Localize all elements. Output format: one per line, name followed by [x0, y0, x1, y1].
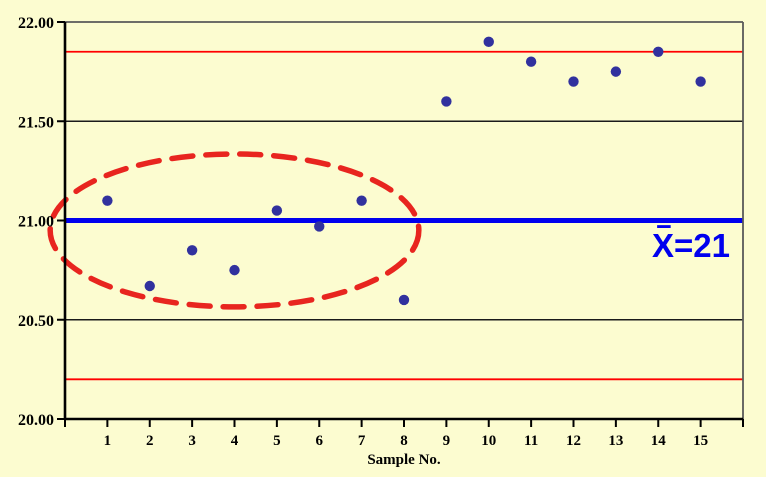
highlight-ellipse — [47, 151, 422, 310]
data-point — [314, 221, 325, 232]
x-tick-label: 5 — [273, 433, 281, 449]
y-tick-label: 21.50 — [18, 114, 54, 131]
x-tick-label: 10 — [481, 433, 496, 449]
x-tick-label: 8 — [400, 433, 408, 449]
y-tick-label: 22.00 — [18, 15, 54, 32]
x-symbol: X — [652, 227, 675, 264]
y-tick-label: 21.00 — [18, 214, 54, 231]
y-tick-label: 20.50 — [18, 313, 54, 330]
x-tick-label: 1 — [104, 433, 112, 449]
data-point — [356, 195, 367, 206]
x-tick-label: 14 — [651, 433, 667, 449]
center-line-value: =21 — [674, 227, 730, 264]
x-double-bar-symbol: = X — [652, 210, 675, 264]
data-point — [398, 294, 410, 306]
data-point — [610, 66, 622, 77]
double-bar-icon: = — [656, 208, 672, 238]
data-point — [568, 76, 579, 87]
data-point — [271, 205, 283, 216]
x-axis-title: Sample No. — [367, 452, 441, 468]
data-point — [695, 76, 706, 87]
data-point — [483, 36, 494, 48]
x-tick-label: 3 — [188, 433, 196, 449]
x-tick-label: 12 — [566, 433, 581, 449]
x-tick-label: 4 — [231, 433, 239, 449]
data-point — [186, 245, 198, 256]
x-tick-label: 11 — [524, 433, 538, 449]
x-tick-label: 7 — [358, 433, 366, 449]
data-point — [525, 56, 537, 67]
center-line-annotation: = X=21 — [652, 210, 730, 264]
x-tick-label: 15 — [693, 433, 708, 449]
x-tick-label: 6 — [316, 433, 324, 449]
data-point — [653, 46, 664, 57]
x-tick-label: 13 — [608, 433, 623, 449]
data-point — [229, 264, 240, 276]
data-point — [144, 280, 155, 292]
x-tick-label: 9 — [443, 433, 451, 449]
x-tick-label: 2 — [146, 433, 154, 449]
data-point — [102, 195, 113, 206]
data-point — [441, 96, 452, 107]
y-tick-label: 20.00 — [18, 412, 54, 429]
